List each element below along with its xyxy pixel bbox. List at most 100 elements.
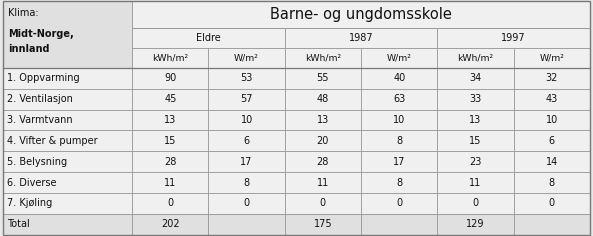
- Text: 57: 57: [240, 94, 253, 104]
- Bar: [514, 214, 590, 235]
- Bar: [209, 172, 285, 193]
- Bar: [514, 68, 590, 89]
- Text: 3. Varmtvann: 3. Varmtvann: [7, 115, 73, 125]
- Bar: [438, 172, 514, 193]
- Text: 28: 28: [317, 157, 329, 167]
- Bar: [285, 193, 361, 214]
- Bar: [3, 110, 132, 131]
- Text: 33: 33: [470, 94, 482, 104]
- Bar: [361, 193, 438, 214]
- Bar: [438, 110, 514, 131]
- Bar: [132, 68, 209, 89]
- Bar: [132, 28, 285, 48]
- Bar: [438, 28, 590, 48]
- Text: Midt-Norge,: Midt-Norge,: [8, 30, 74, 39]
- Bar: [132, 131, 209, 151]
- Bar: [132, 214, 209, 235]
- Bar: [361, 151, 438, 172]
- Text: 23: 23: [470, 157, 482, 167]
- Text: 6: 6: [549, 136, 555, 146]
- Text: 0: 0: [244, 198, 250, 208]
- Bar: [514, 131, 590, 151]
- Bar: [285, 151, 361, 172]
- Bar: [285, 68, 361, 89]
- Text: 10: 10: [393, 115, 406, 125]
- Bar: [285, 110, 361, 131]
- Bar: [132, 151, 209, 172]
- Text: 14: 14: [546, 157, 558, 167]
- Text: 8: 8: [244, 178, 250, 188]
- Text: 48: 48: [317, 94, 329, 104]
- Text: 6: 6: [244, 136, 250, 146]
- Bar: [3, 172, 132, 193]
- Bar: [209, 68, 285, 89]
- Text: 8: 8: [396, 136, 402, 146]
- Text: 11: 11: [470, 178, 482, 188]
- Text: Total: Total: [7, 219, 30, 229]
- Bar: [361, 214, 438, 235]
- Text: kWh/m²: kWh/m²: [305, 53, 341, 62]
- Bar: [514, 89, 590, 110]
- Bar: [209, 151, 285, 172]
- Text: 5. Belysning: 5. Belysning: [7, 157, 67, 167]
- Bar: [132, 110, 209, 131]
- Bar: [438, 89, 514, 110]
- Text: 17: 17: [393, 157, 406, 167]
- Text: 2. Ventilasjon: 2. Ventilasjon: [7, 94, 73, 104]
- Text: 17: 17: [240, 157, 253, 167]
- Bar: [438, 48, 514, 68]
- Bar: [132, 89, 209, 110]
- Text: 13: 13: [164, 115, 176, 125]
- Bar: [361, 89, 438, 110]
- Bar: [3, 151, 132, 172]
- Bar: [361, 48, 438, 68]
- Text: 129: 129: [466, 219, 485, 229]
- Bar: [209, 131, 285, 151]
- Bar: [209, 193, 285, 214]
- Text: 8: 8: [396, 178, 402, 188]
- Bar: [3, 131, 132, 151]
- Bar: [285, 89, 361, 110]
- Text: kWh/m²: kWh/m²: [152, 53, 189, 62]
- Text: 45: 45: [164, 94, 177, 104]
- Bar: [438, 193, 514, 214]
- Text: 53: 53: [240, 73, 253, 83]
- Text: 28: 28: [164, 157, 177, 167]
- Bar: [514, 151, 590, 172]
- Bar: [132, 1, 590, 28]
- Text: Klima:: Klima:: [8, 8, 39, 18]
- Text: 6. Diverse: 6. Diverse: [7, 178, 56, 188]
- Text: W/m²: W/m²: [234, 53, 259, 62]
- Text: 11: 11: [164, 178, 176, 188]
- Bar: [285, 48, 361, 68]
- Bar: [361, 172, 438, 193]
- Text: Eldre: Eldre: [196, 33, 221, 43]
- Bar: [209, 214, 285, 235]
- Bar: [132, 193, 209, 214]
- Text: 0: 0: [549, 198, 555, 208]
- Text: innland: innland: [8, 44, 49, 54]
- Bar: [285, 131, 361, 151]
- Bar: [514, 110, 590, 131]
- Text: Barne- og ungdomsskole: Barne- og ungdomsskole: [270, 7, 452, 22]
- Text: 10: 10: [241, 115, 253, 125]
- Text: W/m²: W/m²: [540, 53, 565, 62]
- Text: 13: 13: [317, 115, 329, 125]
- Bar: [514, 48, 590, 68]
- Bar: [132, 48, 209, 68]
- Bar: [3, 193, 132, 214]
- Bar: [285, 214, 361, 235]
- Bar: [438, 214, 514, 235]
- Text: 15: 15: [164, 136, 177, 146]
- Text: 202: 202: [161, 219, 180, 229]
- Text: 0: 0: [320, 198, 326, 208]
- Bar: [438, 151, 514, 172]
- Text: 13: 13: [470, 115, 482, 125]
- Bar: [209, 48, 285, 68]
- Text: 0: 0: [167, 198, 173, 208]
- Bar: [3, 89, 132, 110]
- Bar: [438, 68, 514, 89]
- Bar: [285, 172, 361, 193]
- Bar: [3, 1, 132, 68]
- Text: 15: 15: [470, 136, 482, 146]
